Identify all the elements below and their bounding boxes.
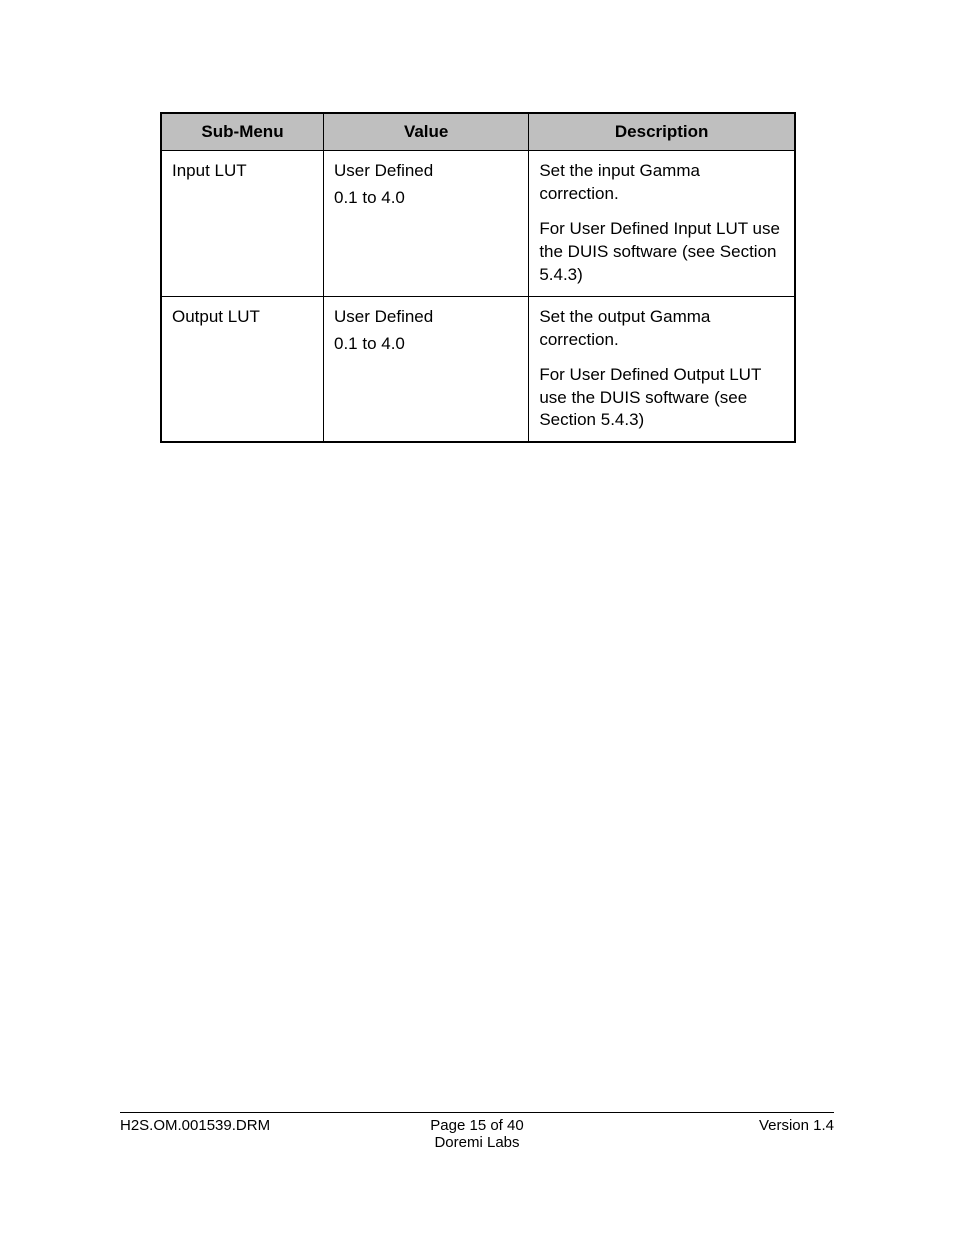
cell-value: User Defined 0.1 to 4.0 <box>324 296 529 442</box>
col-header-value: Value <box>324 113 529 151</box>
value-line2: 0.1 to 4.0 <box>334 187 518 210</box>
desc-p1: Set the input Gamma correction. <box>539 160 784 206</box>
cell-submenu: Input LUT <box>161 151 324 297</box>
desc-p2: For User Defined Input LUT use the DUIS … <box>539 218 784 287</box>
table-row: Input LUT User Defined 0.1 to 4.0 Set th… <box>161 151 795 297</box>
desc-p1: Set the output Gamma correction. <box>539 306 784 352</box>
col-header-submenu: Sub-Menu <box>161 113 324 151</box>
table-header-row: Sub-Menu Value Description <box>161 113 795 151</box>
cell-value: User Defined 0.1 to 4.0 <box>324 151 529 297</box>
table-row: Output LUT User Defined 0.1 to 4.0 Set t… <box>161 296 795 442</box>
footer-doc-id: H2S.OM.001539.DRM <box>120 1117 320 1134</box>
cell-description: Set the input Gamma correction. For User… <box>529 151 795 297</box>
footer-divider <box>120 1112 834 1113</box>
col-header-description: Description <box>529 113 795 151</box>
footer-page-info: Page 15 of 40 <box>320 1117 634 1134</box>
value-line1: User Defined <box>334 160 518 183</box>
cell-submenu: Output LUT <box>161 296 324 442</box>
footer-row: H2S.OM.001539.DRM Page 15 of 40 Version … <box>120 1117 834 1134</box>
value-line2: 0.1 to 4.0 <box>334 333 518 356</box>
value-line1: User Defined <box>334 306 518 329</box>
footer-version: Version 1.4 <box>634 1117 834 1134</box>
lut-table: Sub-Menu Value Description Input LUT Use… <box>160 112 796 443</box>
footer-company: Doremi Labs <box>120 1134 834 1151</box>
cell-description: Set the output Gamma correction. For Use… <box>529 296 795 442</box>
page-content: Sub-Menu Value Description Input LUT Use… <box>0 0 954 443</box>
page-footer: H2S.OM.001539.DRM Page 15 of 40 Version … <box>120 1112 834 1151</box>
desc-p2: For User Defined Output LUT use the DUIS… <box>539 364 784 433</box>
